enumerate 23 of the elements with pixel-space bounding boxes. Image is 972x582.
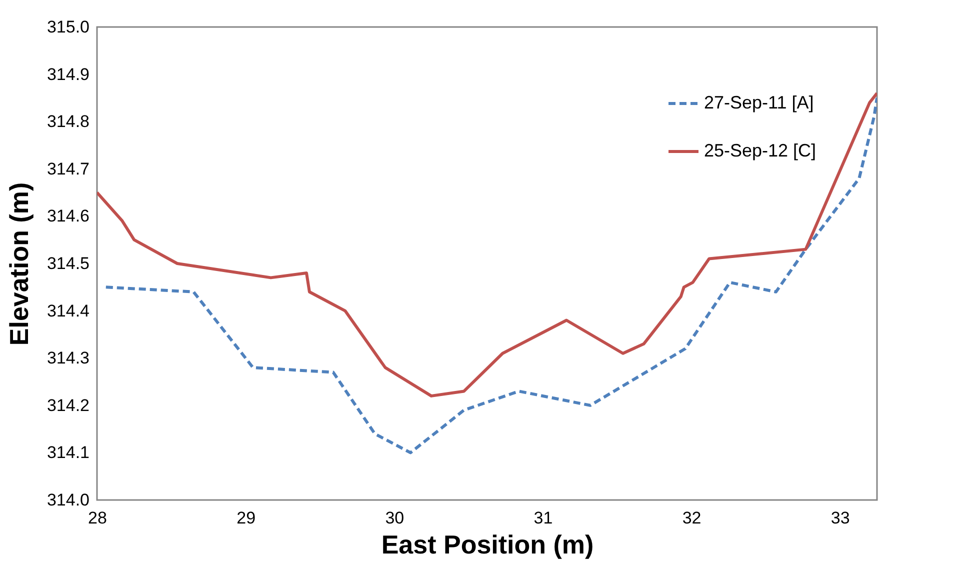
- x-tick-label: 29: [236, 508, 256, 528]
- y-tick-label: 314.9: [46, 64, 90, 84]
- x-tick-label: 31: [534, 508, 553, 528]
- y-tick-label: 315.0: [46, 18, 90, 36]
- y-tick-label: 314.2: [46, 396, 90, 415]
- x-axis-title: East Position (m): [381, 530, 594, 560]
- y-tick-label: 314.8: [46, 112, 90, 132]
- line-series: [104, 96, 877, 454]
- y-tick-label: 314.1: [46, 443, 90, 462]
- legend-label: 25-Sep-12 [C]: [704, 140, 816, 160]
- y-tick-label: 314.5: [46, 254, 90, 273]
- x-tick-label: 33: [830, 508, 850, 528]
- x-tick-label: 28: [88, 508, 107, 528]
- y-tick-label: 314.6: [46, 206, 90, 226]
- x-tick-label: 30: [385, 508, 404, 528]
- line-series: [97, 92, 877, 398]
- y-tick-label: 314.3: [46, 348, 90, 368]
- x-tick-label: 32: [682, 508, 702, 528]
- y-tick-label: 314.0: [46, 490, 90, 510]
- y-axis-title: Elevation (m): [4, 182, 34, 346]
- y-tick-label: 314.7: [46, 159, 90, 178]
- y-tick-label: 314.4: [46, 301, 90, 320]
- legend-label: 27-Sep-11 [A]: [704, 92, 814, 112]
